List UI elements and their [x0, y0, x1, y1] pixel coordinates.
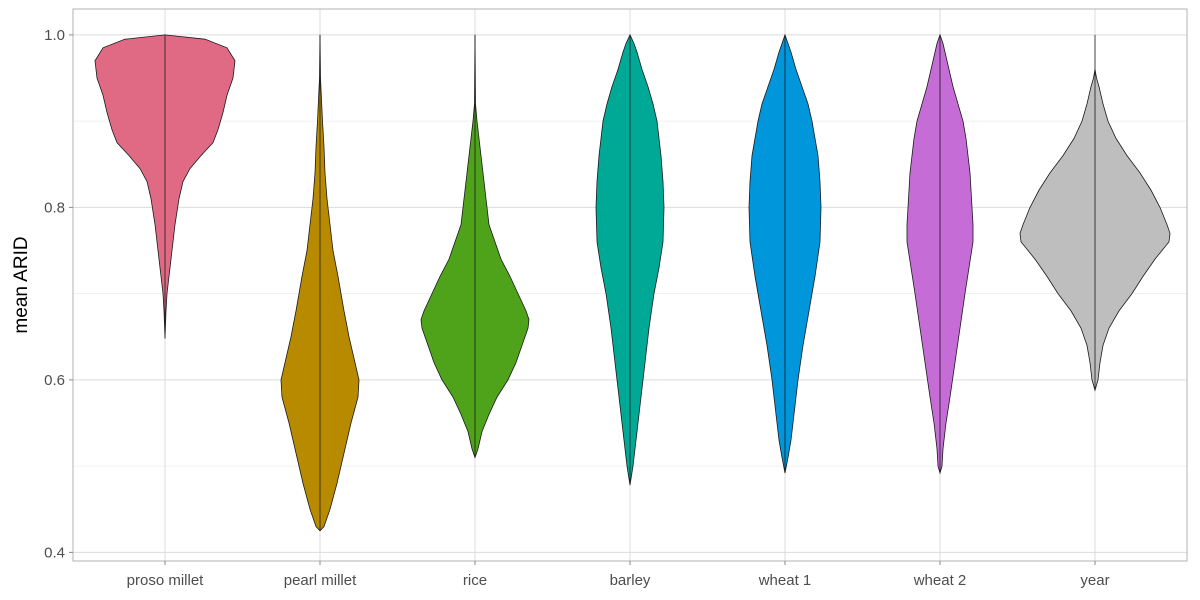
- x-tick-label: wheat 2: [913, 572, 967, 589]
- x-tick-label: year: [1080, 572, 1109, 589]
- axis-layer: 0.4 0.6 0.8 1.0 proso millet pearl millet rice…: [44, 27, 1109, 589]
- y-axis-title: mean ARID: [11, 236, 32, 333]
- violin-layer: [94, 33, 1171, 532]
- y-tick-label: 0.4: [44, 544, 65, 561]
- x-tick-label: barley: [610, 572, 651, 589]
- x-tick-label: proso millet: [127, 572, 205, 589]
- y-tick-label: 0.6: [44, 372, 65, 389]
- y-tick-label: 0.8: [44, 199, 65, 216]
- x-tick-label: pearl millet: [284, 572, 357, 589]
- x-tick-label: rice: [463, 572, 487, 589]
- x-tick-label: wheat 1: [758, 572, 812, 589]
- y-tick-label: 1.0: [44, 27, 65, 44]
